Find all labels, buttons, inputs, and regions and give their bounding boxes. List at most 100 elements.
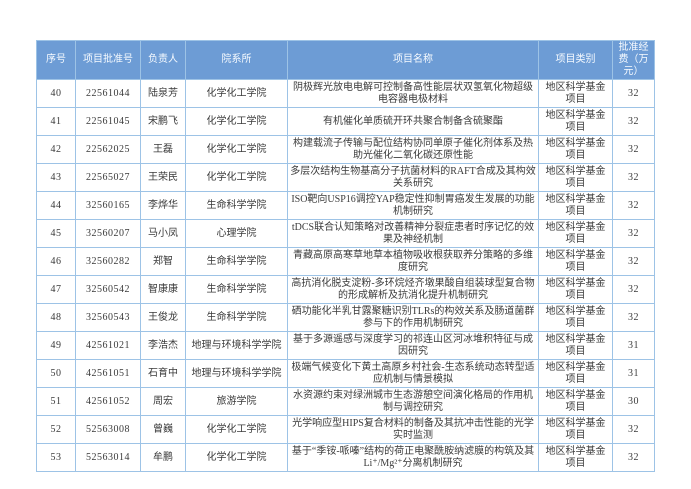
cell-amount: 32 <box>612 191 655 220</box>
cell-seq: 48 <box>36 303 76 332</box>
table-row: 42 22562025 王磊 化学化工学院 构建载流子传输与配位结构协同单原子催… <box>36 135 655 164</box>
cell-category: 地区科学基金项目 <box>538 163 613 192</box>
cell-category: 地区科学基金项目 <box>538 191 613 220</box>
cell-grant-no: 42561051 <box>75 359 141 388</box>
table-row: 46 32560282 郑智 生命科学学院 青藏高原高寒草地草本植物吸收根获取养… <box>36 247 655 276</box>
cell-pi: 王荣民 <box>140 163 186 192</box>
cell-amount: 32 <box>612 219 655 248</box>
table-row: 44 32560165 李烨华 生命科学学院 ISO靶向USP16调控YAP稳定… <box>36 191 655 220</box>
cell-category: 地区科学基金项目 <box>538 443 613 472</box>
cell-category: 地区科学基金项目 <box>538 219 613 248</box>
cell-amount: 32 <box>612 275 655 304</box>
header-department: 院系所 <box>185 40 288 80</box>
cell-amount: 32 <box>612 79 655 108</box>
cell-amount: 32 <box>612 163 655 192</box>
cell-category: 地区科学基金项目 <box>538 303 613 332</box>
cell-pi: 周宏 <box>140 387 186 416</box>
cell-project-title: 水资源约束对绿洲城市生态游憩空间演化格局的作用机制与调控研究 <box>287 387 539 416</box>
table-header-row: 序号 项目批准号 负责人 院系所 项目名称 项目类别 批准经费（万元） <box>36 40 655 80</box>
cell-department: 心理学院 <box>185 219 288 248</box>
cell-project-title: ISO靶向USP16调控YAP稳定性抑制胃癌发生发展的功能机制研究 <box>287 191 539 220</box>
cell-grant-no: 22561045 <box>75 107 141 136</box>
header-seq: 序号 <box>36 40 76 80</box>
header-category: 项目类别 <box>538 40 613 80</box>
cell-amount: 32 <box>612 107 655 136</box>
cell-pi: 李烨华 <box>140 191 186 220</box>
table-row: 40 22561044 陆泉芳 化学化工学院 阴极辉光放电电解可控制备高性能层状… <box>36 79 655 108</box>
cell-grant-no: 42561052 <box>75 387 141 416</box>
cell-department: 生命科学学院 <box>185 303 288 332</box>
cell-pi: 郑智 <box>140 247 186 276</box>
header-project-title: 项目名称 <box>287 40 539 80</box>
grant-approval-table: 序号 项目批准号 负责人 院系所 项目名称 项目类别 批准经费（万元） 40 2… <box>36 40 655 472</box>
cell-project-title: 多层次结构生物基高分子抗菌材料的RAFT合成及其构效关系研究 <box>287 163 539 192</box>
cell-department: 化学化工学院 <box>185 415 288 444</box>
cell-category: 地区科学基金项目 <box>538 135 613 164</box>
cell-department: 生命科学学院 <box>185 247 288 276</box>
cell-seq: 47 <box>36 275 76 304</box>
header-pi: 负责人 <box>140 40 186 80</box>
table-row: 48 32560543 王俊龙 生命科学学院 硒功能化半乳甘露聚糖识别TLRs的… <box>36 303 655 332</box>
cell-project-title: 硒功能化半乳甘露聚糖识别TLRs的构效关系及肠道菌群参与下的作用机制研究 <box>287 303 539 332</box>
cell-grant-no: 52563008 <box>75 415 141 444</box>
cell-amount: 31 <box>612 359 655 388</box>
cell-category: 地区科学基金项目 <box>538 331 613 360</box>
cell-seq: 53 <box>36 443 76 472</box>
cell-project-title: 光学响应型HIPS复合材料的制备及其抗冲击性能的光学实时监测 <box>287 415 539 444</box>
cell-pi: 石育中 <box>140 359 186 388</box>
table-row: 45 32560207 马小凤 心理学院 tDCS联合认知策略对改善精神分裂症患… <box>36 219 655 248</box>
cell-category: 地区科学基金项目 <box>538 247 613 276</box>
cell-seq: 46 <box>36 247 76 276</box>
cell-amount: 31 <box>612 331 655 360</box>
cell-seq: 44 <box>36 191 76 220</box>
cell-project-title: 阴极辉光放电电解可控制备高性能层状双氢氧化物超级电容器电极材料 <box>287 79 539 108</box>
cell-amount: 32 <box>612 415 655 444</box>
cell-grant-no: 22561044 <box>75 79 141 108</box>
cell-seq: 49 <box>36 331 76 360</box>
header-grant-no: 项目批准号 <box>75 40 141 80</box>
table-row: 51 42561052 周宏 旅游学院 水资源约束对绿洲城市生态游憩空间演化格局… <box>36 387 655 416</box>
cell-amount: 30 <box>612 387 655 416</box>
cell-grant-no: 32560542 <box>75 275 141 304</box>
cell-category: 地区科学基金项目 <box>538 387 613 416</box>
cell-amount: 32 <box>612 443 655 472</box>
cell-grant-no: 52563014 <box>75 443 141 472</box>
cell-seq: 45 <box>36 219 76 248</box>
cell-department: 生命科学学院 <box>185 275 288 304</box>
table-row: 47 32560542 智康康 生命科学学院 高抗消化脱支淀粉-多环烷烃齐墩果酸… <box>36 275 655 304</box>
cell-department: 化学化工学院 <box>185 163 288 192</box>
table-row: 43 22565027 王荣民 化学化工学院 多层次结构生物基高分子抗菌材料的R… <box>36 163 655 192</box>
cell-pi: 宋鹏飞 <box>140 107 186 136</box>
cell-department: 旅游学院 <box>185 387 288 416</box>
cell-pi: 智康康 <box>140 275 186 304</box>
cell-department: 地理与环境科学学院 <box>185 359 288 388</box>
cell-project-title: 基于多源遥感与深度学习的祁连山区河冰堆积特征与成因研究 <box>287 331 539 360</box>
cell-pi: 曾巍 <box>140 415 186 444</box>
cell-grant-no: 32560282 <box>75 247 141 276</box>
cell-department: 化学化工学院 <box>185 443 288 472</box>
cell-category: 地区科学基金项目 <box>538 275 613 304</box>
cell-category: 地区科学基金项目 <box>538 79 613 108</box>
cell-grant-no: 32560165 <box>75 191 141 220</box>
header-amount: 批准经费（万元） <box>612 40 655 80</box>
cell-category: 地区科学基金项目 <box>538 415 613 444</box>
cell-amount: 32 <box>612 135 655 164</box>
cell-pi: 王俊龙 <box>140 303 186 332</box>
cell-project-title: tDCS联合认知策略对改善精神分裂症患者时序记忆的效果及神经机制 <box>287 219 539 248</box>
table-row: 50 42561051 石育中 地理与环境科学学院 极端气候变化下黄土高原乡村社… <box>36 359 655 388</box>
cell-pi: 王磊 <box>140 135 186 164</box>
cell-department: 化学化工学院 <box>185 79 288 108</box>
cell-project-title: 极端气候变化下黄土高原乡村社会-生态系统动态转型适应机制与情景模拟 <box>287 359 539 388</box>
cell-amount: 32 <box>612 247 655 276</box>
cell-project-title: 青藏高原高寒草地草本植物吸收根获取养分策略的多维度研究 <box>287 247 539 276</box>
cell-pi: 李浩杰 <box>140 331 186 360</box>
cell-project-title: 基于“季铵-哌嗪”结构的荷正电聚酰胺纳滤膜的构筑及其Li⁺/Mg²⁺分离机制研究 <box>287 443 539 472</box>
cell-project-title: 构建载流子传输与配位结构协同单原子催化剂体系及热助光催化二氧化碳还原性能 <box>287 135 539 164</box>
cell-project-title: 高抗消化脱支淀粉-多环烷烃齐墩果酸自组装球型复合物的形成解析及抗消化提升机制研究 <box>287 275 539 304</box>
cell-category: 地区科学基金项目 <box>538 359 613 388</box>
cell-seq: 42 <box>36 135 76 164</box>
cell-seq: 41 <box>36 107 76 136</box>
cell-department: 化学化工学院 <box>185 107 288 136</box>
cell-pi: 牟鹏 <box>140 443 186 472</box>
cell-department: 生命科学学院 <box>185 191 288 220</box>
